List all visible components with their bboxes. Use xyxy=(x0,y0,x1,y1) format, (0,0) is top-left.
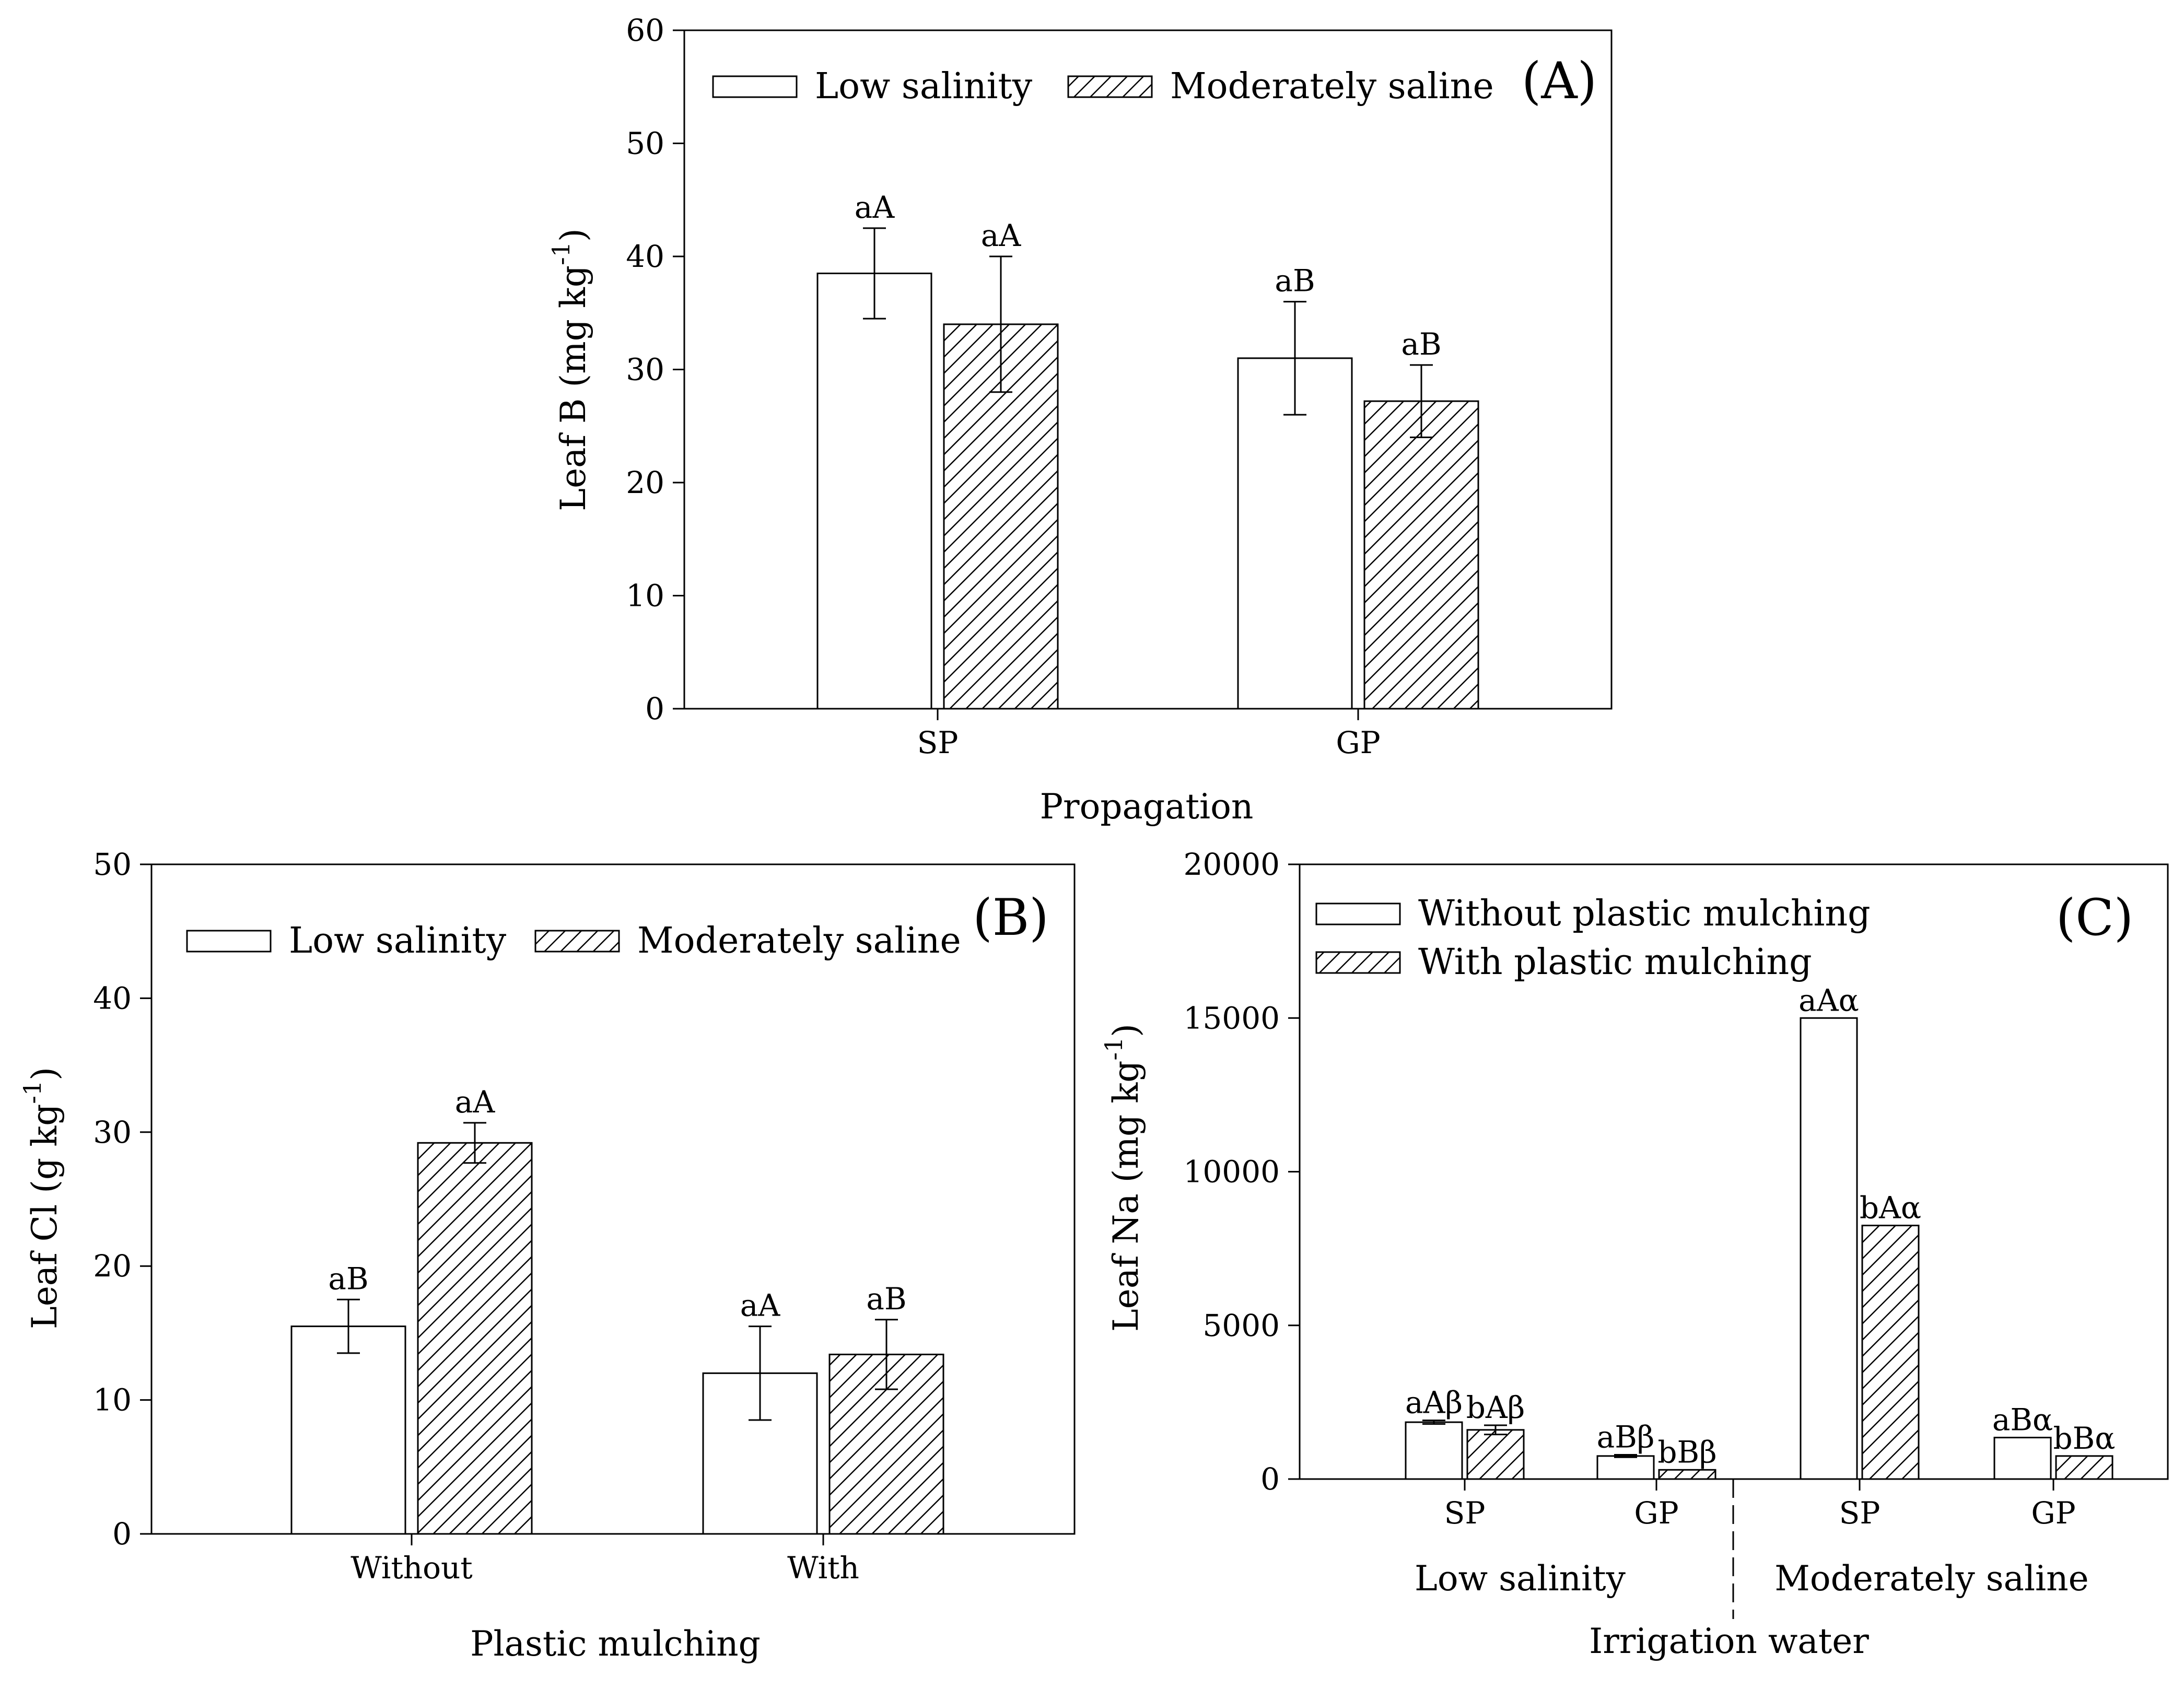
significance-label: aAα xyxy=(1798,982,1859,1018)
legend-label: Moderately saline xyxy=(1170,66,1494,107)
significance-label: bBα xyxy=(2053,1421,2116,1456)
legend-swatch xyxy=(712,75,798,98)
panel-label: (A) xyxy=(1522,52,1597,110)
y-tick-label: 10 xyxy=(626,578,664,614)
y-tick-label: 40 xyxy=(626,239,664,274)
significance-label: bAβ xyxy=(1466,1390,1525,1425)
legend-label: Moderately saline xyxy=(637,920,961,961)
chart-panel-b: 0 10 20 30 40 50 Without aB aA With aA aB Leaf Cl (g… xyxy=(18,847,1076,1664)
significance-label: aB xyxy=(866,1281,906,1317)
legend-label: Low salinity xyxy=(815,66,1033,107)
y-tick-label: 60 xyxy=(626,13,664,48)
significance-label: aA xyxy=(855,190,895,225)
group-label: Low salinity xyxy=(1415,1558,1626,1599)
significance-label: aBα xyxy=(1992,1402,2053,1438)
plot-frame xyxy=(150,863,1076,1535)
y-axis-label: Leaf Cl (g kg-1) xyxy=(18,1067,65,1329)
legend-swatch xyxy=(1315,902,1401,925)
x-axis-label: Plastic mulching xyxy=(470,1624,761,1664)
legend-label: Without plastic mulching xyxy=(1418,893,1871,934)
bar-with-plastic-mulching-sp xyxy=(1466,1429,1525,1480)
x-tick-label: SP xyxy=(1839,1495,1881,1531)
x-tick-label: SP xyxy=(1444,1495,1486,1531)
significance-label: aA xyxy=(740,1288,781,1323)
significance-label: bBβ xyxy=(1657,1434,1716,1470)
bar-with-plastic-mulching-sp xyxy=(1861,1224,1920,1480)
y-tick-label: 20 xyxy=(626,465,664,500)
chart-panel-a: 0 10 20 30 40 50 60 SP aA aA GP aB aB Leaf B (mg kg-1… xyxy=(547,13,1613,827)
y-tick-label: 30 xyxy=(93,1115,132,1150)
bar-moderately-saline-without xyxy=(417,1142,533,1535)
y-tick-label: 15000 xyxy=(1183,1000,1280,1036)
bar-without-plastic-mulching-gp xyxy=(1596,1455,1655,1480)
significance-label: aA xyxy=(455,1084,496,1120)
legend-label: With plastic mulching xyxy=(1418,942,1812,983)
y-tick-label: 50 xyxy=(626,126,664,161)
significance-label: aBβ xyxy=(1597,1420,1655,1455)
significance-label: bAα xyxy=(1860,1190,1921,1225)
legend-swatch xyxy=(1315,951,1401,974)
legend-swatch xyxy=(1067,75,1153,98)
bar-without-plastic-mulching-sp xyxy=(1800,1017,1858,1480)
bar-without-plastic-mulching-gp xyxy=(1993,1437,2052,1480)
x-tick-label: With xyxy=(787,1550,859,1586)
legend-swatch xyxy=(534,930,620,953)
significance-label: aA xyxy=(981,218,1022,253)
bar-without-plastic-mulching-sp xyxy=(1405,1421,1463,1480)
x-tick-label: Without xyxy=(351,1550,472,1586)
significance-label: aB xyxy=(1275,263,1315,299)
y-tick-label: 20000 xyxy=(1183,847,1280,882)
x-axis-label: Irrigation water xyxy=(1589,1621,1869,1661)
x-tick-label: GP xyxy=(2031,1495,2075,1531)
x-axis-label: Propagation xyxy=(1040,787,1254,827)
significance-label: aAβ xyxy=(1405,1385,1463,1421)
bar-low-salinity-sp xyxy=(816,272,932,710)
bar-with-plastic-mulching-gp xyxy=(2055,1455,2113,1480)
x-tick-label: GP xyxy=(1336,725,1380,760)
y-tick-label: 30 xyxy=(626,352,664,388)
panel-label: (C) xyxy=(2056,888,2133,947)
y-tick-label: 10000 xyxy=(1183,1154,1280,1190)
y-tick-label: 0 xyxy=(645,691,664,726)
bar-with-plastic-mulching-gp xyxy=(1658,1469,1716,1480)
y-tick-label: 5000 xyxy=(1202,1308,1280,1343)
y-tick-label: 20 xyxy=(93,1248,132,1284)
y-tick-label: 0 xyxy=(1260,1461,1280,1497)
significance-label: aB xyxy=(328,1261,368,1296)
x-tick-label: GP xyxy=(1634,1495,1678,1531)
panel-label: (B) xyxy=(973,888,1048,947)
chart-panel-c: 0 5000 10000 15000 20000 SP aAβ bAβ GP aBβ bBβ SP aA… xyxy=(1100,847,2169,1661)
legend-label: Low salinity xyxy=(289,920,507,961)
y-tick-label: 10 xyxy=(93,1382,132,1418)
y-axis-label: Leaf B (mg kg-1) xyxy=(547,228,593,511)
bar-moderately-saline-gp xyxy=(1363,400,1479,710)
bar-low-salinity-without xyxy=(290,1326,406,1535)
x-tick-label: SP xyxy=(917,725,959,760)
y-tick-label: 40 xyxy=(93,980,132,1016)
legend-swatch xyxy=(186,930,272,953)
y-tick-label: 50 xyxy=(93,847,132,882)
y-axis-label: Leaf Na (mg kg-1) xyxy=(1100,1024,1146,1332)
group-label: Moderately saline xyxy=(1774,1558,2088,1599)
y-tick-label: 0 xyxy=(112,1516,132,1552)
significance-label: aB xyxy=(1401,326,1441,362)
